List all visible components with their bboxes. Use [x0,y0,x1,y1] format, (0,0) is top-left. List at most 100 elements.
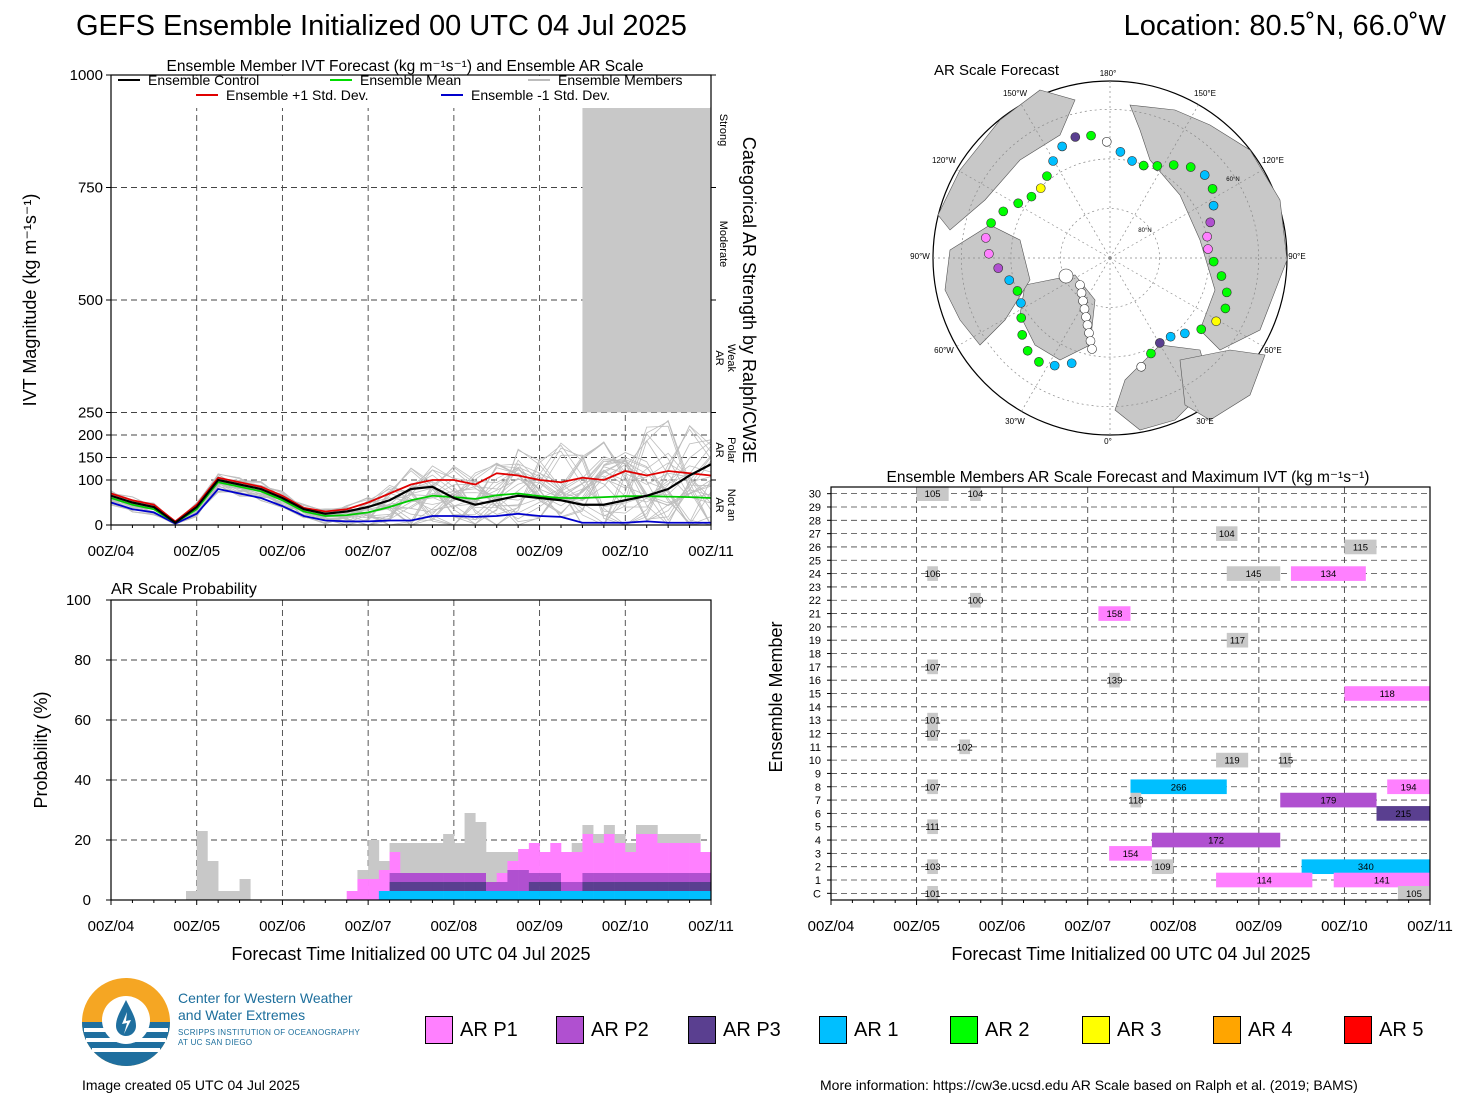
member-label: 7 [815,795,821,807]
legend-label: AR P3 [723,1018,781,1041]
more-info-text: More information: https://cw3e.ucsd.edu … [820,1077,1358,1093]
map-trajectory-point [1203,244,1213,254]
member-event-bar [916,486,949,501]
prob-bar-p2 [646,873,658,882]
member-event-bar [1151,859,1174,875]
member-event-bar [927,819,938,835]
member-event-ivt: 141 [1374,876,1390,887]
legend-swatch [950,1016,978,1044]
prob-bar-p2 [678,873,690,882]
ar-scale-band [582,107,711,413]
logo-text-title: Center for Western Weather and Water Extr… [178,990,353,1023]
member-label: C [813,888,821,900]
legend-swatch [556,1016,584,1044]
member-event-bar [1109,846,1152,861]
prob-bar-p1 [368,879,380,900]
ivt-category-label: Not an [725,489,737,521]
prob-bar-ar1 [421,891,433,900]
member-label: 28 [809,515,821,527]
member-event-bar [1098,606,1131,621]
member-event-ivt: 114 [1257,876,1272,887]
map-lat-label: 60°N [1226,177,1239,183]
member-label: 6 [815,808,821,820]
prob-bar-p1 [561,852,573,882]
prob-x-axis-label: Forecast Time Initialized 00 UTC 04 Jul … [231,944,590,964]
member-event-ivt: 118 [1380,689,1395,700]
prob-bar-p2 [539,873,551,882]
map-lon-label: 90°W [910,252,930,261]
map-trajectory-point [1012,286,1023,296]
prob-bar-p3 [528,882,540,891]
map-origin-point [1087,344,1097,354]
ivt-category-label: AR [713,350,725,365]
member-event-ivt: 107 [925,782,941,793]
prob-bar-gray [218,891,230,900]
member-label: 26 [809,542,821,554]
prob-bar-p3 [421,882,433,891]
prob-bar-ar1 [625,891,637,900]
member-event-ivt: 340 [1358,862,1374,873]
prob-bar-p1 [539,852,551,873]
member-label: 12 [809,728,821,740]
prob-ytick-label: 80 [74,652,91,669]
legend-swatch [688,1016,716,1044]
ensemble-member-line [110,439,712,526]
location-title: Location: 80.5˚N, 66.0˚W [1123,10,1446,42]
ivt-xtick-label: 00Z/04 [88,543,135,560]
prob-bar-gray [486,852,498,882]
prob-bar-ar1 [571,891,583,900]
map-title: AR Scale Forecast [934,62,1060,79]
prob-bar-ar1 [496,891,508,900]
ivt-xtick-label: 00Z/08 [431,543,478,560]
prob-bar-p2 [464,873,476,882]
member-label: 25 [809,555,821,567]
map-latitude-circle [1060,208,1160,308]
map-land [944,224,1031,346]
ivt-category-label: AR [713,442,725,457]
prob-bar-ar1 [550,891,562,900]
map-trajectory-point [1136,361,1146,372]
member-event-ivt: 107 [925,662,941,673]
map-trajectory-point [1101,137,1112,147]
prob-bar-ar1 [528,891,540,900]
series-ensemble-1-std-dev- [110,470,712,523]
prob-bar-p3 [678,882,690,891]
created-text: Image created 05 UTC 04 Jul 2025 [82,1077,300,1093]
ivt-xtick-label: 00Z/11 [688,543,734,560]
series-ensemble-1-std-dev- [110,488,711,525]
prob-bar-gray [186,891,198,900]
legend-item: AR 2 [950,1015,1029,1045]
map-trajectory-point [1016,313,1027,323]
legend-item: AR 1 [819,1015,898,1045]
prob-bar-p2 [657,873,669,882]
prob-bar-p1 [582,834,594,873]
map-trajectory-point [998,206,1009,217]
prob-bar-p2 [432,873,444,882]
map-origin-point [1079,304,1090,314]
ivt-ytick-label: 500 [78,292,103,309]
ivt-right-axis-label: Categorical AR Strength by Ralph/CW3E [739,137,759,463]
member-label: 9 [815,768,821,780]
member-event-bar [927,712,938,728]
prob-bar-ar1 [400,891,412,900]
member-event-bar [1376,806,1430,821]
members-xtick-label: 00Z/08 [1150,918,1197,935]
prob-bar-p3 [453,882,465,891]
member-event-ivt: 115 [1353,542,1368,553]
prob-bar-p2 [561,882,573,891]
prob-bar-p1 [571,852,583,882]
prob-bar-p1 [518,849,530,870]
ivt-ytick-label: 100 [78,472,103,489]
member-label: 5 [815,822,821,834]
members-xtick-label: 00Z/04 [808,918,855,935]
map-lon-label: 120°E [1262,156,1284,165]
member-event-ivt: 179 [1320,796,1336,807]
ivt-category-label: AR [713,497,725,512]
prob-xtick-label: 00Z/09 [516,918,563,935]
map-trajectory-point [1216,271,1227,281]
prob-bar-ar1 [593,891,605,900]
map-location-marker [1058,268,1074,284]
prob-bar-p3 [668,882,680,891]
members-xtick-label: 00Z/06 [979,918,1026,935]
prob-bar-p2 [668,873,680,882]
